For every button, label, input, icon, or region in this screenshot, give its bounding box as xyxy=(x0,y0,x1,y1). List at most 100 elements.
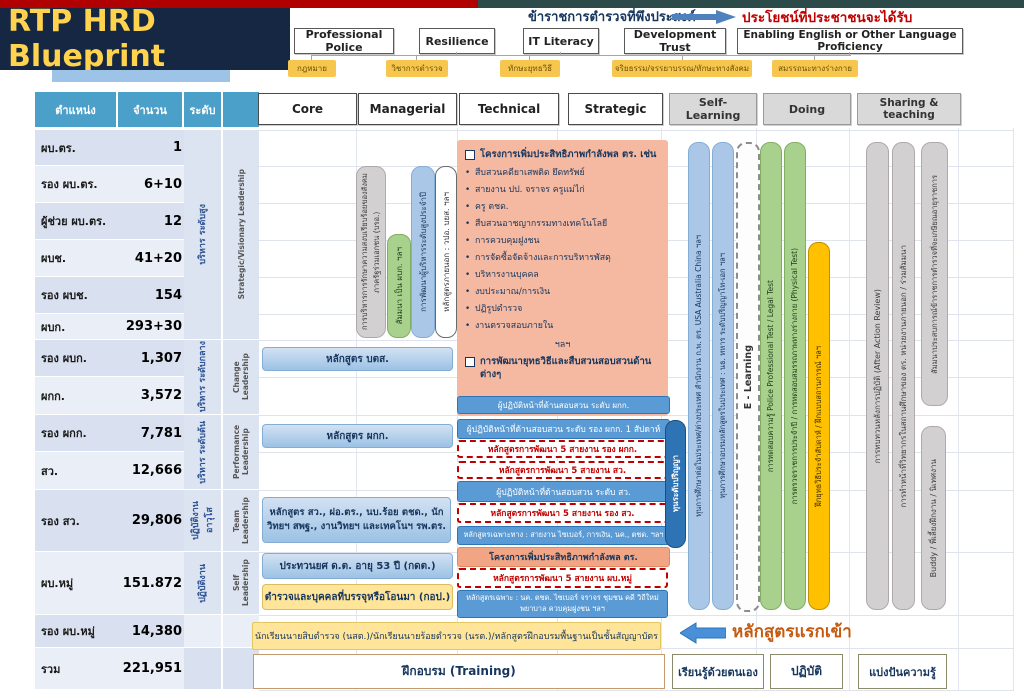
column-doing: Doing xyxy=(763,93,851,125)
level-label: Strategic/Visionary Leadership xyxy=(236,169,246,300)
program-bullet: การจัดซื้อจัดจ้างและการบริหารพัสดุ xyxy=(465,250,660,267)
level-cell-eng: Change Leadership xyxy=(223,340,259,414)
table-row-count: 41+20 xyxy=(118,240,192,276)
stack-bar-investigator-pkk: ผู้ปฏิบัติหน้าที่ด้านสอบสวน ระดับ ผกก. xyxy=(457,396,670,414)
pill-external-courses: หลักสูตรภายนอก : วปอ. บยส. ฯลฯ xyxy=(435,166,457,338)
table-row-count: 151.872 xyxy=(118,552,192,614)
stack-bar-investigator-rongpkk: ผู้ปฏิบัติหน้าที่ด้านสอบสวน ระดับ รอง ผก… xyxy=(457,419,670,439)
level-cell-thai: บริหาร ระดับสูง xyxy=(184,130,221,339)
checkbox-icon xyxy=(465,150,475,160)
page-title: RTP HRD Blueprint xyxy=(8,4,166,74)
level-cell-thai: บริหาร ระดับกลาง xyxy=(184,340,221,414)
table-row-position: รอง ผบช. xyxy=(35,277,122,313)
top-teal-bar xyxy=(478,0,1024,8)
table-row-count: 221,951 xyxy=(118,648,192,689)
entry-course-bar: นักเรียนนายสิบตำรวจ (นสต.)/นักเรียนนายร้… xyxy=(252,622,661,650)
table-row-count: 12,666 xyxy=(118,452,192,489)
pill-label: หลักสูตรภายนอก : วปอ. บยส. ฯลฯ xyxy=(441,192,451,312)
pill-seminar-pbk: สัมมนา เป็น ผบก. ฯลฯ xyxy=(387,234,411,338)
program-bullet: การควบคุมฝูงชน xyxy=(465,233,660,250)
level-cell-eng: Team Leadership xyxy=(223,490,259,551)
benefit-text: ประโยชน์ที่ประชาชนจะได้รับ xyxy=(742,10,913,26)
connector-line xyxy=(311,55,851,56)
table-row-position: รอง สว. xyxy=(35,490,122,551)
connector-stub xyxy=(343,52,344,55)
left-arrow-icon xyxy=(680,622,726,644)
stack-bar-dev5-rongsw: หลักสูตรการพัฒนา 5 สายงาน รอง สว. xyxy=(457,503,668,523)
pill-label: การทำหน้าที่วิทยากรในสถานศึกษาของ ตร. หน… xyxy=(899,244,908,508)
level-label: ปฏิบัติงาน อาวุโส xyxy=(190,501,215,540)
phase-share: แบ่งปันความรู้ xyxy=(858,654,947,689)
phase-self-learn: เรียนรู้ด้วยตนเอง xyxy=(672,654,764,689)
tag-law: กฎหมาย xyxy=(288,60,336,77)
pill-label: ทุนระดับปริญญา xyxy=(671,455,680,513)
stack-bar-dev5-sw: หลักสูตรการพัฒนา 5 สายงาน สว. xyxy=(457,461,668,479)
stack-bar-investigator-sw: ผู้ปฏิบัติหน้าที่ด้านสอบสวน ระดับ สว. xyxy=(457,481,670,502)
phase-practice: ปฏิบัติ xyxy=(770,654,843,689)
stack-bar-efficiency-program: โครงการเพิ่มประสิทธิภาพกำลังพล ตร. xyxy=(457,547,670,567)
table-row-count: 293+30 xyxy=(118,314,192,339)
competency-language: Enabling English or Other Language Profi… xyxy=(737,28,963,54)
pill-label: ฝึกยุทธวิธีประจำสัปดาห์ / ฝึกแบบสถานการณ… xyxy=(814,345,823,507)
competency-it-literacy: IT Literacy xyxy=(523,28,599,54)
program-bullet: สายงาน ปป. จราจร ครูแม่ไก่ xyxy=(465,182,660,199)
checkbox-icon xyxy=(465,357,475,368)
program-bullet: ปฏิรูปตำรวจ xyxy=(465,301,660,318)
column-self-learning: Self- Learning xyxy=(669,93,757,125)
stack-bar-specialized-courses: หลักสูตรเฉพาะทาง : สายงาน ไซเบอร์, การเง… xyxy=(457,526,670,545)
table-row-count: 6+10 xyxy=(118,166,192,202)
pill-buddy-mentoring: Buddy / พี่เลี้ยงฝึกงาน / นิเทศงาน xyxy=(921,426,946,610)
competency-professional-police: Professional Police xyxy=(294,28,394,54)
level-cell-eng: Strategic/Visionary Leadership xyxy=(223,130,259,339)
pill-instructor-duty: การทำหน้าที่วิทยากรในสถานศึกษาของ ตร. หน… xyxy=(892,142,915,610)
connector-stub xyxy=(814,56,815,60)
dev-header: การพัฒนายุทธวิธีและสืบสวนสอบสวนด้านต่างๆ xyxy=(480,356,652,380)
level-label: Team Leadership xyxy=(232,497,250,544)
table-row-position: รอง ผกก. xyxy=(35,415,122,451)
table-row-position: รวม xyxy=(35,648,122,689)
pill-degree-scholarship: ทุนระดับปริญญา xyxy=(665,420,686,548)
pill-retirement-seminar: สัมมนาประสบการณ์ข้าราชการตำรวจที่จะเกษีย… xyxy=(921,142,948,406)
pill-after-action-review: การทบทวนหลังการปฏิบัติ (After Action Rev… xyxy=(866,142,889,610)
pill-label: การทดสอบความรู้ Police Professional Test… xyxy=(766,279,775,473)
column-technical: Technical xyxy=(459,93,559,125)
table-row-position: สว. xyxy=(35,452,122,489)
level-label: บริหาร ระดับต้น xyxy=(197,420,208,484)
pill-domestic-education: ทุนการศึกษาอบรมหลักสูตรในประเทศ : นธ. ทห… xyxy=(712,142,734,610)
pill-scholarship-abroad: ทุนการศึกษาต่อในประเทศ/ต่างประเทศ สำนักง… xyxy=(688,142,710,610)
table-row-position: รอง ผบก. xyxy=(35,340,122,376)
program-bullet: ครู ตชด. xyxy=(465,199,660,216)
table-row-count: 29,806 xyxy=(118,490,192,551)
pill-label: สัมมนา เป็น ผบก. ฯลฯ xyxy=(394,247,404,325)
tag-ethics: จริยธรรม/จรรยาบรรณ/ทักษะทางสังคม xyxy=(612,60,752,77)
level-cell-empty xyxy=(184,615,221,647)
course-bar-btss: หลักสูตร บตส. xyxy=(262,347,453,371)
table-row-position: ผบ.หมู่ xyxy=(35,552,122,614)
connector-stub xyxy=(560,52,561,55)
pill-label: ทุนการศึกษาอบรมหลักสูตรในประเทศ : นธ. ทห… xyxy=(718,253,727,499)
table-row-count: 7,781 xyxy=(118,415,192,451)
right-arrow-icon xyxy=(672,10,736,24)
gridline xyxy=(259,690,1014,691)
pill-label: ทุนการศึกษาต่อในประเทศ/ต่างประเทศ สำนักง… xyxy=(694,235,703,517)
table-row-count: 12 xyxy=(118,203,192,239)
table-row-count: 154 xyxy=(118,277,192,313)
title-underline xyxy=(52,70,230,82)
course-bar-kop: ตำรวจและบุคคลที่บรรจุหรือโอนมา (กอป.) xyxy=(262,584,453,610)
pill-label: การพัฒนาผู้บริหารระดับสูงประจำปี xyxy=(418,192,428,312)
course-bar-sw: หลักสูตร สว., ฝอ.ตร., นบ.ร้อย ตชด., นักว… xyxy=(262,497,451,543)
column-sharing-teaching: Sharing & teaching xyxy=(857,93,961,125)
connector-stub xyxy=(674,52,675,55)
program-bullet: งบประมาณ/การเงิน xyxy=(465,284,660,301)
pill-weekly-tactics: ฝึกยุทธวิธีประจำสัปดาห์ / ฝึกแบบสถานการณ… xyxy=(808,242,830,610)
table-row-position: ผู้ช่วย ผบ.ตร. xyxy=(35,203,122,239)
column-strategic: Strategic xyxy=(568,93,663,125)
table-header-blank xyxy=(223,92,259,127)
gridline xyxy=(849,128,850,690)
level-cell-eng: Self Leadership xyxy=(223,552,259,614)
course-bar-kdt: ประทวนยศ ด.ต. อายุ 53 ปี (กดต.) xyxy=(262,553,453,579)
tag-police-academics: วิชาการตำรวจ xyxy=(386,60,448,77)
program-bullet: สืบสวนคดียาเสพติด ยึดทรัพย์ xyxy=(465,165,660,182)
connector-stub xyxy=(311,56,312,60)
